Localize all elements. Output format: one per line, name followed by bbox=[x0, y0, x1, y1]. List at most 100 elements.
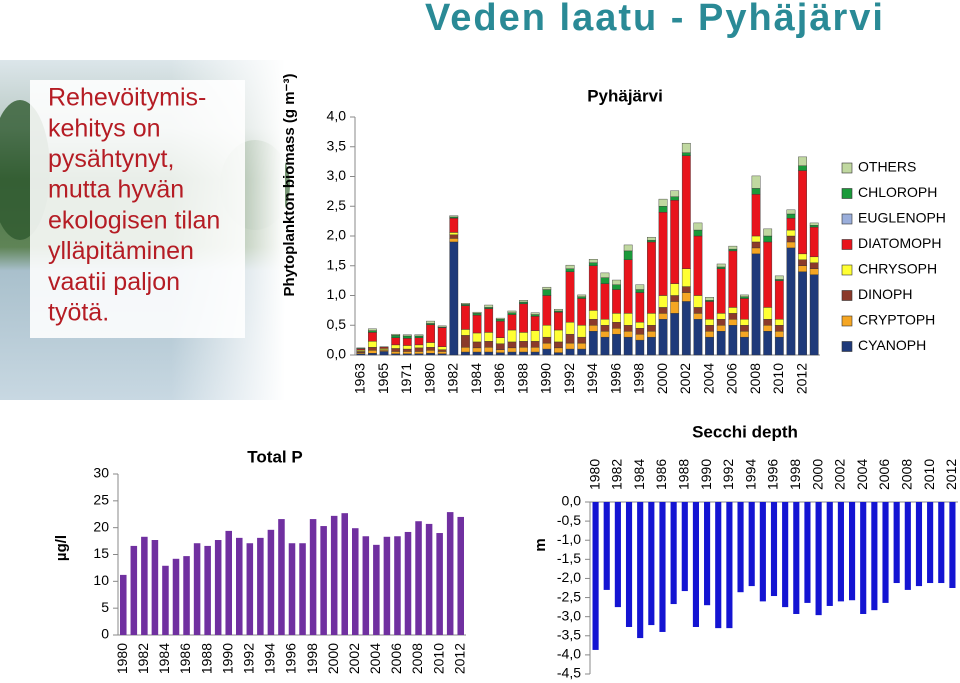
bar bbox=[938, 502, 945, 584]
bar-segment bbox=[426, 320, 435, 324]
bar bbox=[383, 536, 391, 635]
bar bbox=[659, 502, 666, 632]
bar-segment bbox=[693, 319, 703, 356]
x-tick-label: 1998 bbox=[787, 459, 803, 490]
bar bbox=[225, 530, 232, 635]
bar-segment bbox=[600, 283, 610, 320]
bar-segment bbox=[635, 292, 645, 323]
bar-segment bbox=[472, 311, 482, 314]
bar-segment bbox=[507, 312, 517, 315]
bar-segment bbox=[542, 336, 552, 344]
bar-segment bbox=[495, 337, 505, 344]
bar-segment bbox=[414, 335, 424, 338]
bar-segment bbox=[577, 298, 587, 326]
bar-segment bbox=[519, 303, 528, 333]
bar bbox=[915, 502, 923, 587]
bar-segment bbox=[716, 263, 726, 268]
bar bbox=[151, 540, 159, 635]
bar-segment bbox=[612, 333, 621, 356]
bar-segment bbox=[693, 229, 703, 237]
bar-segment bbox=[751, 235, 761, 243]
bar bbox=[837, 502, 844, 602]
text-line: ylläpitäminen bbox=[48, 237, 194, 265]
bar-segment bbox=[368, 350, 377, 354]
bar bbox=[404, 531, 412, 635]
bar-segment bbox=[519, 300, 528, 303]
bar-segment bbox=[705, 325, 714, 332]
bar-segment bbox=[786, 213, 796, 219]
bar-segment bbox=[681, 142, 691, 153]
bar-segment bbox=[565, 271, 575, 323]
bar bbox=[162, 565, 169, 635]
bar-segment bbox=[774, 331, 784, 338]
bar-segment bbox=[612, 284, 621, 290]
bar-segment bbox=[368, 347, 377, 351]
x-tick-label: 1996 bbox=[283, 643, 299, 674]
bar bbox=[120, 574, 127, 635]
text-line: ekologisen tilan bbox=[48, 206, 220, 234]
x-tick-label: 2002 bbox=[832, 459, 848, 490]
bar-segment bbox=[437, 327, 447, 347]
bar-segment bbox=[728, 325, 738, 356]
bar-segment bbox=[588, 262, 598, 266]
bar-segment bbox=[740, 319, 749, 326]
y-tick-label: -2,0 bbox=[557, 569, 581, 585]
bar-segment bbox=[786, 247, 796, 356]
bar-segment bbox=[693, 235, 703, 296]
bar-segment bbox=[530, 314, 540, 317]
x-tick-label: 1980 bbox=[586, 459, 602, 490]
y-tick-label: 2,0 bbox=[327, 227, 347, 243]
bar-segment bbox=[809, 225, 819, 228]
bar-segment bbox=[519, 351, 528, 356]
bar-segment bbox=[565, 322, 575, 335]
bar bbox=[704, 502, 711, 606]
bar-segment bbox=[577, 296, 587, 299]
bar-segment bbox=[519, 301, 528, 305]
y-tick-label: 20 bbox=[93, 518, 109, 534]
bar-segment bbox=[647, 325, 656, 332]
y-tick-label: 2,5 bbox=[327, 197, 347, 213]
bar-segment bbox=[472, 347, 482, 353]
bar bbox=[726, 502, 733, 629]
bar-segment bbox=[577, 336, 587, 344]
bar-segment bbox=[519, 341, 528, 348]
bar-segment bbox=[600, 277, 610, 284]
bar-segment bbox=[530, 341, 540, 348]
bar-segment bbox=[774, 280, 784, 320]
bar-segment bbox=[693, 313, 703, 320]
bar-segment bbox=[623, 313, 633, 326]
bar-segment bbox=[542, 348, 552, 356]
y-tick-label: -3,0 bbox=[557, 607, 581, 623]
bar-segment bbox=[391, 351, 401, 355]
bar-segment bbox=[612, 289, 621, 314]
bar-segment bbox=[577, 342, 587, 350]
bar-segment bbox=[449, 215, 459, 218]
bar bbox=[204, 545, 211, 635]
bar bbox=[236, 537, 243, 635]
bar-segment bbox=[507, 341, 517, 349]
bar-segment bbox=[391, 333, 401, 336]
bar bbox=[648, 502, 655, 626]
bar-segment bbox=[495, 320, 505, 338]
bar bbox=[288, 543, 296, 635]
bar-segment bbox=[368, 341, 377, 348]
bar-segment bbox=[449, 241, 459, 356]
bar-segment bbox=[658, 319, 668, 356]
bar-segment bbox=[798, 271, 807, 356]
x-tick-label: 1988 bbox=[675, 459, 691, 490]
bar-segment bbox=[379, 351, 389, 356]
bar-segment bbox=[588, 325, 598, 332]
bar-segment bbox=[449, 238, 459, 243]
bar-segment bbox=[635, 333, 645, 341]
bar-segment bbox=[542, 342, 552, 350]
bar-segment bbox=[670, 295, 680, 302]
bar-segment bbox=[414, 334, 424, 337]
bar-segment bbox=[577, 325, 587, 338]
bar-segment bbox=[658, 206, 668, 213]
bar-segment bbox=[774, 325, 784, 332]
bar-segment bbox=[484, 341, 494, 348]
bar-segment bbox=[484, 304, 494, 308]
bar-segment bbox=[716, 268, 726, 314]
x-tick-label: 1965 bbox=[375, 363, 391, 394]
x-tick-label: 1984 bbox=[156, 643, 172, 674]
